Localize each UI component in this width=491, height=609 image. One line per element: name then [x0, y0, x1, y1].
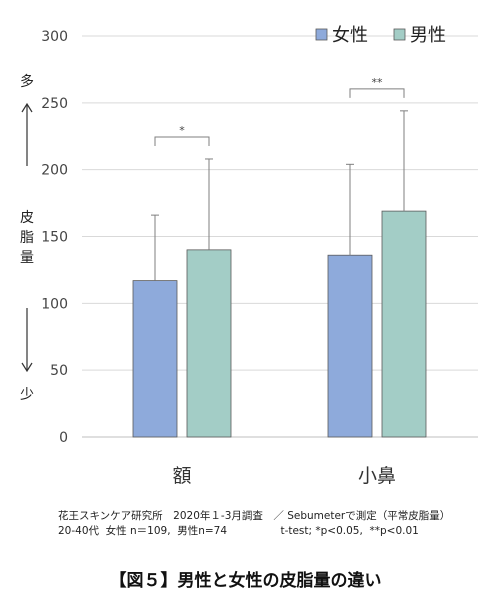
legend-swatch: [393, 28, 406, 41]
y-tick-label: 300: [41, 29, 68, 45]
significance-label: *: [179, 124, 185, 137]
category-label: 額: [172, 465, 191, 487]
y-tick-label: 200: [41, 163, 68, 179]
bar: [381, 210, 427, 438]
y-axis-label: 皮脂量: [20, 210, 34, 266]
legend: 女性 男性: [315, 25, 446, 46]
significance-label: **: [372, 76, 384, 89]
bar: [186, 249, 232, 438]
legend-swatch: [315, 28, 328, 41]
y-tick-label: 150: [41, 230, 68, 246]
y-axis-top-label: 多: [20, 73, 34, 90]
bar: [132, 280, 178, 438]
bars: [132, 210, 427, 438]
y-tick-label: 250: [41, 96, 68, 112]
y-axis-bottom-label: 少: [20, 387, 34, 403]
bar: [327, 254, 373, 438]
sample-note: 20-40代 女性 n＝109, 男性n=74 t-test; *p<0.05,…: [58, 525, 419, 537]
source-note: 花王スキンケア研究所 2020年１-3月調査 ／ Sebumeterで測定（平常…: [58, 510, 451, 522]
category-labels: 額 小鼻: [172, 465, 396, 487]
y-tick-label: 100: [41, 296, 68, 312]
significance-bracket: [154, 136, 210, 146]
legend-label: 男性: [410, 25, 446, 46]
category-label: 小鼻: [358, 465, 396, 487]
figure-caption: 【図５】男性と女性の皮脂量の違い: [109, 571, 382, 591]
significance-bracket: [349, 88, 405, 98]
error-bars: [151, 110, 408, 281]
significance-brackets: ***: [154, 76, 405, 146]
arrow-up-icon: [21, 102, 33, 166]
legend-label: 女性: [332, 25, 368, 46]
y-tick-label: 0: [59, 430, 68, 446]
y-tick-label: 50: [50, 363, 68, 379]
y-tick-labels: 0 50 100 150 200 250 300: [41, 29, 68, 446]
arrow-down-icon: [21, 308, 33, 373]
bar-chart: 050100150200250300 *** 額小鼻 女性 男性 多 皮脂量 少: [20, 25, 478, 487]
